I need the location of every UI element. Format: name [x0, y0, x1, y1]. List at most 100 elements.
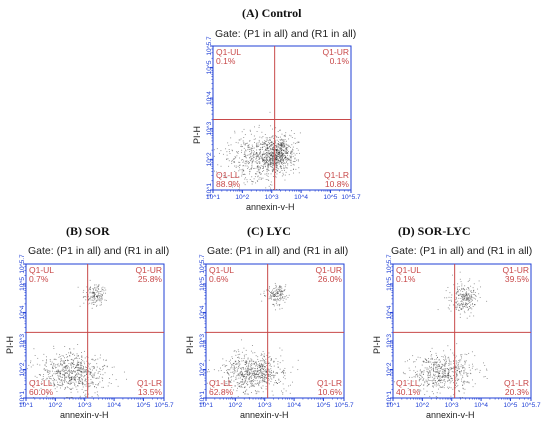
- event-dot: [74, 379, 76, 381]
- event-dot: [99, 295, 101, 297]
- event-dot: [284, 155, 286, 157]
- event-dot: [239, 372, 241, 374]
- event-dot: [259, 151, 261, 153]
- event-dot: [268, 180, 270, 181]
- event-dot: [417, 356, 419, 358]
- event-dot: [270, 158, 272, 160]
- event-dot: [251, 163, 253, 165]
- event-dot: [283, 142, 285, 144]
- event-dot: [245, 161, 247, 163]
- event-dot: [253, 153, 254, 155]
- event-dot: [441, 372, 443, 374]
- event-dot: [250, 364, 252, 365]
- event-dot: [257, 169, 259, 171]
- y-tick-label: 10^4: [19, 305, 26, 319]
- event-dot: [287, 157, 289, 159]
- event-dot: [285, 150, 287, 152]
- event-dot: [266, 149, 268, 151]
- event-dot: [238, 373, 240, 375]
- event-dot: [239, 187, 240, 189]
- event-dot: [251, 367, 253, 369]
- event-dot: [99, 300, 101, 302]
- event-dot: [457, 379, 459, 381]
- event-dot: [249, 171, 251, 173]
- event-dot: [264, 374, 266, 376]
- event-dot: [234, 176, 236, 178]
- event-dot: [254, 380, 256, 382]
- event-dot: [445, 360, 447, 362]
- event-dot: [277, 150, 279, 152]
- event-dot: [457, 309, 459, 311]
- event-dot: [76, 373, 78, 375]
- event-dot: [250, 369, 251, 371]
- event-dot: [462, 288, 464, 290]
- event-dot: [458, 360, 460, 361]
- event-dot: [268, 369, 270, 371]
- event-dot: [275, 372, 277, 374]
- event-dot: [430, 373, 431, 375]
- event-dot: [273, 168, 275, 170]
- event-dot: [276, 155, 278, 157]
- event-dot: [103, 386, 104, 388]
- event-dot: [98, 291, 100, 292]
- event-dot: [420, 390, 422, 392]
- x-tick-label: 10^1: [199, 402, 213, 409]
- event-dot: [280, 294, 282, 296]
- event-dot: [252, 361, 254, 362]
- event-dot: [270, 151, 272, 153]
- quadrant-name: Q1-UR: [136, 265, 162, 275]
- event-dot: [238, 366, 239, 368]
- event-dot: [251, 385, 253, 387]
- event-dot: [285, 298, 287, 300]
- event-dot: [431, 358, 433, 360]
- event-dot: [260, 293, 262, 295]
- event-dot: [284, 290, 286, 292]
- event-dot: [468, 297, 470, 299]
- event-dot: [55, 366, 57, 368]
- event-dot: [57, 374, 59, 376]
- event-dot: [39, 389, 41, 391]
- event-dot: [275, 167, 277, 169]
- event-dot: [242, 375, 244, 377]
- event-dot: [272, 155, 274, 157]
- event-dot: [241, 378, 243, 380]
- event-dot: [270, 145, 272, 147]
- event-dot: [255, 377, 257, 379]
- event-dot: [251, 144, 253, 146]
- event-dot: [89, 372, 91, 374]
- event-dot: [89, 362, 91, 364]
- event-dot: [434, 374, 436, 376]
- event-dot: [426, 385, 428, 387]
- event-dot: [270, 173, 272, 175]
- event-dot: [261, 363, 262, 365]
- event-dot: [270, 141, 272, 143]
- event-dot: [266, 169, 268, 171]
- event-dot: [427, 374, 429, 376]
- event-dot: [248, 140, 250, 142]
- event-dot: [450, 361, 452, 363]
- event-dot: [52, 368, 54, 370]
- event-dot: [270, 165, 272, 167]
- event-dot: [456, 363, 458, 365]
- event-dot: [77, 385, 79, 387]
- event-dot: [263, 381, 265, 382]
- event-dot: [78, 361, 80, 363]
- event-dot: [264, 376, 266, 378]
- event-dot: [285, 149, 287, 150]
- event-dot: [226, 176, 228, 178]
- x-axis-label-b: annexin-v-H: [60, 410, 109, 420]
- event-dot: [253, 374, 255, 376]
- event-dot: [258, 383, 260, 385]
- y-tick-label: 10^1: [386, 391, 393, 405]
- y-tick-label: 10^3: [199, 334, 206, 348]
- event-dot: [238, 351, 240, 353]
- event-dot: [262, 144, 264, 146]
- event-dot: [59, 371, 61, 373]
- event-dot: [264, 150, 266, 152]
- event-dot: [75, 370, 76, 372]
- event-dot: [267, 156, 269, 158]
- event-dot: [240, 144, 242, 146]
- event-dot: [255, 374, 256, 376]
- event-dot: [232, 368, 234, 370]
- event-dot: [448, 379, 450, 381]
